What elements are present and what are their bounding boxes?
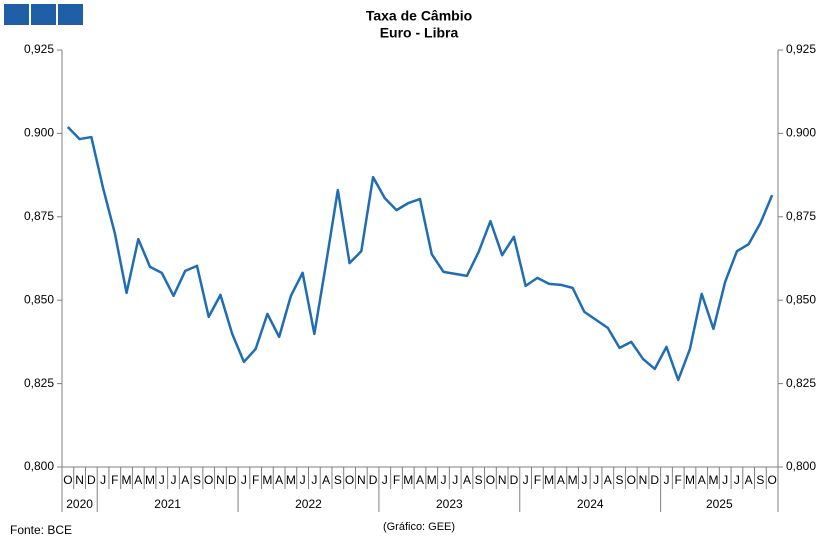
x-tick-label: A: [745, 473, 753, 487]
x-tick-label: J: [581, 473, 587, 487]
x-tick-label: J: [452, 473, 458, 487]
x-tick-label: S: [756, 473, 764, 487]
year-label: 2025: [706, 497, 733, 511]
x-tick-label: A: [275, 473, 283, 487]
x-tick-label: J: [382, 473, 388, 487]
x-tick-label: S: [193, 473, 201, 487]
x-tick-label: F: [393, 473, 400, 487]
x-tick-label: A: [134, 473, 142, 487]
x-tick-label: J: [171, 473, 177, 487]
x-tick-label: N: [357, 473, 366, 487]
x-tick-label: A: [557, 473, 565, 487]
x-tick-label: S: [616, 473, 624, 487]
x-tick-label: D: [87, 473, 96, 487]
logo-block: [4, 4, 29, 25]
x-tick-label: D: [510, 473, 519, 487]
x-tick-label: J: [241, 473, 247, 487]
x-tick-label: J: [300, 473, 306, 487]
credit-note: (Gráfico: GEE): [383, 521, 455, 533]
y2-tick-label: 0,875: [786, 209, 816, 223]
chart-title: Taxa de Câmbio: [366, 8, 472, 24]
x-tick-label: D: [228, 473, 237, 487]
x-tick-label: F: [111, 473, 118, 487]
y2-tick-label: 0,800: [786, 459, 816, 473]
source-note: Fonte: BCE: [10, 523, 72, 537]
y-tick-label: 0,875: [24, 209, 54, 223]
x-tick-label: M: [568, 473, 578, 487]
x-tick-label: N: [498, 473, 507, 487]
x-tick-label: M: [145, 473, 155, 487]
x-tick-label: J: [311, 473, 317, 487]
x-tick-label: N: [639, 473, 648, 487]
x-tick-label: J: [734, 473, 740, 487]
y2-tick-label: 0,825: [786, 376, 816, 390]
logo-block: [31, 4, 56, 25]
x-tick-label: N: [75, 473, 84, 487]
logo-block: [58, 4, 83, 25]
x-tick-label: F: [252, 473, 259, 487]
x-tick-label: A: [181, 473, 189, 487]
x-tick-label: O: [204, 473, 213, 487]
x-tick-label: O: [627, 473, 636, 487]
y2-tick-label: 0,850: [786, 292, 816, 306]
x-tick-label: F: [675, 473, 682, 487]
x-tick-label: J: [440, 473, 446, 487]
y-tick-label: 0,925: [24, 42, 54, 56]
y-tick-label: 0,850: [24, 292, 54, 306]
x-tick-label: D: [369, 473, 378, 487]
x-tick-label: J: [523, 473, 529, 487]
x-tick-label: O: [767, 473, 776, 487]
x-tick-label: M: [262, 473, 272, 487]
x-tick-label: A: [604, 473, 612, 487]
y-tick-label: 0,825: [24, 376, 54, 390]
x-tick-label: M: [708, 473, 718, 487]
year-label: 2022: [295, 497, 322, 511]
y2-tick-label: 0,925: [786, 42, 816, 56]
x-tick-label: A: [416, 473, 424, 487]
year-label: 2023: [436, 497, 463, 511]
year-label: 2021: [154, 497, 181, 511]
x-tick-label: O: [486, 473, 495, 487]
chart-subtitle: Euro - Libra: [380, 25, 459, 41]
y2-tick-label: 0.900: [786, 126, 816, 140]
x-tick-label: M: [403, 473, 413, 487]
x-tick-label: D: [650, 473, 659, 487]
x-tick-label: N: [216, 473, 225, 487]
year-label: 2020: [66, 497, 93, 511]
x-tick-label: A: [322, 473, 330, 487]
x-tick-label: J: [663, 473, 669, 487]
x-tick-label: S: [334, 473, 342, 487]
x-tick-label: M: [685, 473, 695, 487]
x-tick-label: M: [122, 473, 132, 487]
year-label: 2024: [577, 497, 604, 511]
x-tick-label: M: [544, 473, 554, 487]
x-tick-label: S: [475, 473, 483, 487]
x-tick-label: O: [345, 473, 354, 487]
x-tick-label: O: [63, 473, 72, 487]
x-tick-label: M: [427, 473, 437, 487]
x-tick-label: J: [722, 473, 728, 487]
x-tick-label: J: [100, 473, 106, 487]
y-tick-label: 0,800: [24, 459, 54, 473]
x-tick-label: A: [463, 473, 471, 487]
x-tick-label: A: [698, 473, 706, 487]
x-tick-label: J: [593, 473, 599, 487]
x-tick-label: M: [286, 473, 296, 487]
x-tick-label: J: [159, 473, 165, 487]
data-line: [66, 126, 774, 382]
y-tick-label: 0.900: [24, 126, 54, 140]
x-tick-label: F: [534, 473, 541, 487]
